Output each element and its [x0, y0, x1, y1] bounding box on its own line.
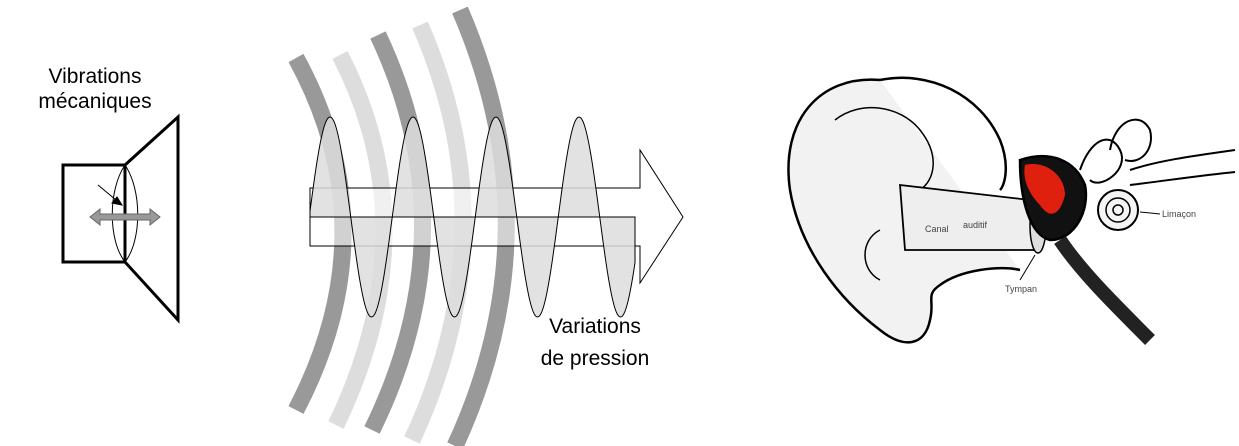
ear-label: Canal [925, 224, 949, 234]
diagram: Vibrations mécaniques Variations de pres… [0, 0, 1239, 446]
ear-label: Tympan [1005, 284, 1037, 294]
speaker [63, 117, 178, 320]
ear-label: auditif [963, 220, 988, 230]
cochlea [1098, 190, 1138, 230]
ear-label: Limaçon [1162, 209, 1196, 219]
speaker-label: mécaniques [38, 90, 151, 113]
wave-label: de pression [541, 347, 650, 370]
sine-wave [310, 117, 635, 317]
wave-label: Variations [549, 315, 641, 338]
ear-canal [900, 185, 1040, 250]
speaker-label: Vibrations [48, 65, 141, 88]
